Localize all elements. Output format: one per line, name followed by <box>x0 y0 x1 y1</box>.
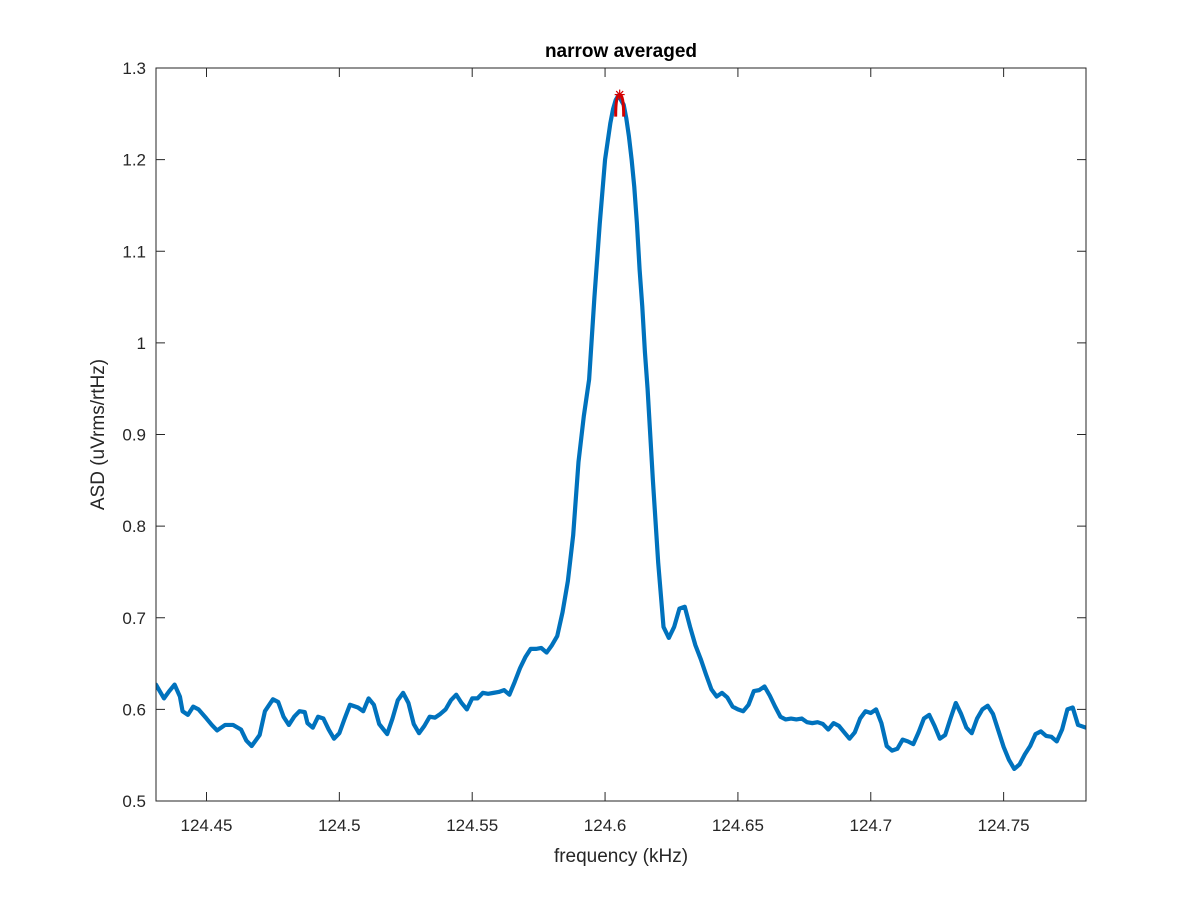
x-tick-label: 124.7 <box>849 816 892 835</box>
axes-box <box>155 67 1087 802</box>
y-tick-label: 0.6 <box>122 700 146 719</box>
y-tick-label: 0.9 <box>122 426 146 445</box>
y-tick-label: 1.1 <box>122 242 146 261</box>
x-tick-label: 124.5 <box>318 816 361 835</box>
x-tick-label: 124.65 <box>712 816 764 835</box>
x-tick-label: 124.6 <box>584 816 627 835</box>
series-line-0 <box>156 93 1086 772</box>
y-tick-label: 0.5 <box>122 792 146 811</box>
axes-background <box>156 68 1086 801</box>
y-tick-label: 0.8 <box>122 517 146 536</box>
x-tick-label: 124.55 <box>446 816 498 835</box>
y-tick-label: 1.2 <box>122 151 146 170</box>
chart-title: narrow averaged <box>545 41 697 62</box>
peak-marker-d2 <box>615 90 624 99</box>
x-tick-label: 124.75 <box>978 816 1030 835</box>
y-axis-label: ASD (uVrms/rtHz) <box>88 359 109 510</box>
data-layer <box>156 89 1086 772</box>
y-tick-label: 1 <box>137 334 146 353</box>
y-tick-label: 0.7 <box>122 609 146 628</box>
x-tick-label: 124.45 <box>180 816 232 835</box>
y-tick-label: 1.3 <box>122 59 146 78</box>
x-axis-label: frequency (kHz) <box>554 846 688 867</box>
ticks-layer: 124.45 124.5 124.55 124.6 124.65 124.7 124.75 0… <box>122 59 1086 835</box>
peak-marker <box>614 89 626 117</box>
